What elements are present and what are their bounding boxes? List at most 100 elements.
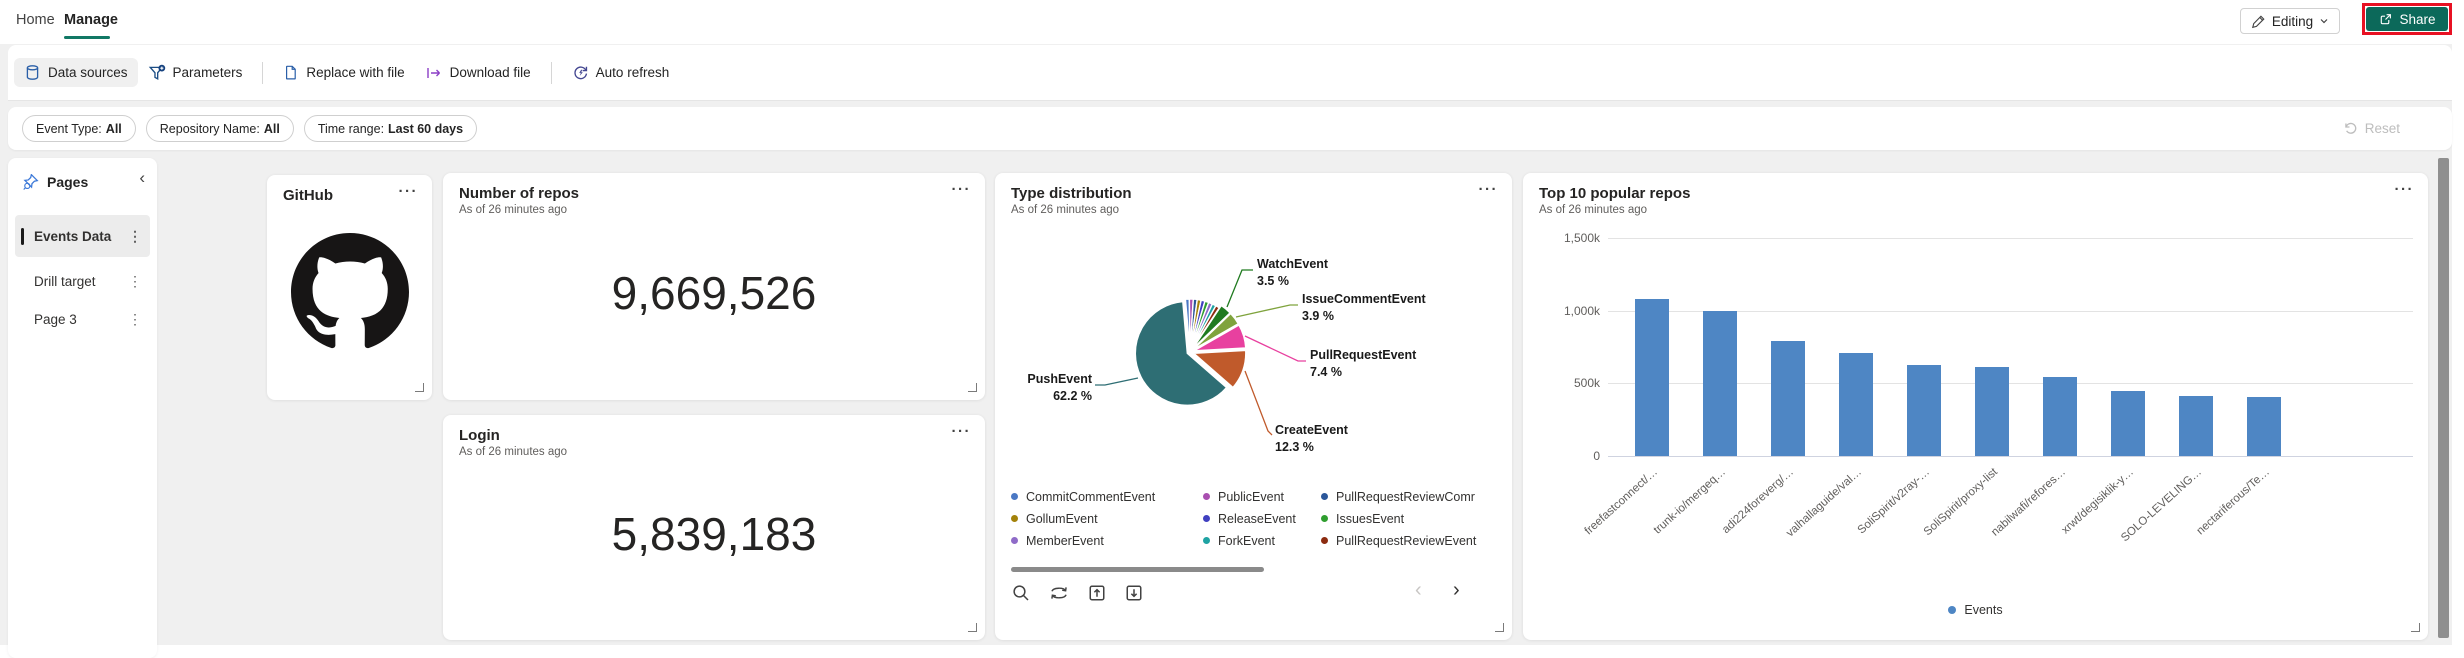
pages-panel-header: Pages ‹ xyxy=(8,168,157,194)
bar-freefastconnect/…[interactable] xyxy=(1635,299,1669,456)
legend-item-PullRequestReviewComr[interactable]: PullRequestReviewComr xyxy=(1321,488,1499,505)
annotation-highlight: Share xyxy=(2362,3,2452,35)
tab-home[interactable]: Home xyxy=(16,0,55,40)
card-refresh-timestamp: As of 26 minutes ago xyxy=(1011,204,1120,216)
page-item-label: Drill target xyxy=(34,273,96,289)
resize-handle[interactable] xyxy=(415,383,424,392)
page-options-kebab-icon[interactable]: ⋮ xyxy=(128,310,142,327)
replace-with-file-button[interactable]: Replace with file xyxy=(273,58,414,87)
pie-slice-label: CreateEvent xyxy=(1275,423,1349,437)
download-file-button[interactable]: Download file xyxy=(415,59,541,87)
filter-chip-event-type[interactable]: Event Type: All xyxy=(22,115,136,142)
page-item-drill-target[interactable]: Drill target ⋮ xyxy=(15,265,150,297)
legend-label: MemberEvent xyxy=(1026,533,1104,548)
chart-gridline xyxy=(1608,456,2413,457)
tab-manage-label: Manage xyxy=(64,12,118,28)
pie-slice-CreateEvent[interactable] xyxy=(1192,349,1247,389)
pie-slice-label: PullRequestEvent xyxy=(1310,348,1417,362)
legend-item-ReleaseEvent[interactable]: ReleaseEvent xyxy=(1203,510,1321,527)
bar-adi224foreverg/…[interactable] xyxy=(1771,341,1805,456)
editing-mode-button[interactable]: Editing xyxy=(2240,8,2340,34)
more-options-icon[interactable]: ··· xyxy=(398,183,418,200)
bar-SOLO-LEVELING…[interactable] xyxy=(2179,395,2213,456)
file-icon xyxy=(283,64,299,81)
bar-nectariferous/Te…[interactable] xyxy=(2247,397,2281,456)
page-item-page-3[interactable]: Page 3 ⋮ xyxy=(15,303,150,335)
card-title: GitHub xyxy=(283,187,333,204)
pie-slice-value: 3.9 % xyxy=(1302,309,1334,323)
bar-trunk-io/mergeq…[interactable] xyxy=(1703,310,1737,456)
more-options-icon[interactable]: ··· xyxy=(2394,181,2414,198)
type-distribution-pie-chart[interactable]: PushEvent 62.2 % CreateEvent 12.3 % PullRequ… xyxy=(995,228,1510,483)
pie-slice-PushEvent[interactable] xyxy=(1134,300,1228,406)
legend-item-GollumEvent[interactable]: GollumEvent xyxy=(1011,510,1203,527)
pie-slice-label: PushEvent xyxy=(1027,372,1092,386)
legend-item-PublicEvent[interactable]: PublicEvent xyxy=(1203,488,1321,505)
legend-item-CommitCommentEvent[interactable]: CommitCommentEvent xyxy=(1011,488,1203,505)
legend-item-MemberEvent[interactable]: MemberEvent xyxy=(1011,532,1203,549)
page-item-events-data[interactable]: Events Data ⋮ xyxy=(15,215,150,257)
page-options-kebab-icon[interactable]: ⋮ xyxy=(128,227,142,244)
bar-SoliSpirit/v2ray-…[interactable] xyxy=(1907,365,1941,456)
share-button[interactable]: Share xyxy=(2366,7,2448,31)
bar-xrwt/degisiklik-y…[interactable] xyxy=(2111,390,2145,456)
card-title: Type distribution xyxy=(1011,185,1132,202)
filter-chip-time-range[interactable]: Time range: Last 60 days xyxy=(303,115,478,142)
top-repos-bar-chart: 1,500k 1,000k 500k 0 freefastconnect/… trunk-… xyxy=(1523,173,2428,640)
top-repos-card: Top 10 popular repos As of 26 minutes ag… xyxy=(1523,173,2428,640)
pie-slice-WatchEvent[interactable] xyxy=(1191,304,1232,350)
parameters-button[interactable]: Parameters xyxy=(138,58,253,88)
resize-handle[interactable] xyxy=(968,623,977,632)
legend-color-dot xyxy=(1011,515,1018,522)
legend-item-PullRequestReviewEvent[interactable]: PullRequestReviewEvent xyxy=(1321,532,1499,549)
parameters-label: Parameters xyxy=(172,65,243,80)
page-options-kebab-icon[interactable]: ⋮ xyxy=(128,272,142,289)
pie-slice-value: 12.3 % xyxy=(1275,440,1314,454)
resize-handle[interactable] xyxy=(968,383,977,392)
promote-box-icon[interactable] xyxy=(1087,583,1107,603)
resize-handle[interactable] xyxy=(2411,623,2420,632)
legend-page-prev-icon[interactable]: ‹ xyxy=(1415,579,1422,601)
tab-manage[interactable]: Manage xyxy=(64,0,118,40)
legend-color-dot xyxy=(1203,493,1210,500)
more-options-icon[interactable]: ··· xyxy=(951,181,971,198)
pie-slice-IssueCommentEvent[interactable] xyxy=(1192,312,1240,351)
collapse-panel-icon[interactable]: ‹ xyxy=(139,168,145,187)
data-sources-label: Data sources xyxy=(48,65,128,80)
page-scrollbar[interactable] xyxy=(2436,150,2452,645)
bar-chart-legend[interactable]: Events xyxy=(1523,603,2428,617)
card-title: Top 10 popular repos xyxy=(1539,185,1691,202)
y-axis-tick-label: 1,000k xyxy=(1563,303,1600,318)
reset-filters-button[interactable]: Reset xyxy=(2343,121,2400,136)
bar-nabilwafi/refores…[interactable] xyxy=(2043,376,2077,456)
legend-scrollbar[interactable] xyxy=(1011,567,1264,572)
legend-item-IssuesEvent[interactable]: IssuesEvent xyxy=(1321,510,1499,527)
resize-handle[interactable] xyxy=(1495,623,1504,632)
swap-arrows-icon[interactable] xyxy=(1048,583,1070,603)
pie-callout-line xyxy=(1244,370,1273,436)
more-options-icon[interactable]: ··· xyxy=(951,423,971,440)
bar-valhallaguide/val…[interactable] xyxy=(1839,352,1873,456)
scrollbar-thumb[interactable] xyxy=(2438,158,2449,638)
more-options-icon[interactable]: ··· xyxy=(1478,181,1498,198)
chart-gridline xyxy=(1608,383,2413,385)
data-sources-button[interactable]: Data sources xyxy=(14,58,138,87)
share-label: Share xyxy=(2399,11,2436,27)
pie-callout-line xyxy=(1244,335,1306,362)
legend-page-next-icon[interactable]: › xyxy=(1453,579,1460,601)
demote-box-icon[interactable] xyxy=(1124,583,1144,603)
pie-slice-label: IssueCommentEvent xyxy=(1302,292,1426,306)
legend-color-dot xyxy=(1011,537,1018,544)
auto-refresh-button[interactable]: Auto refresh xyxy=(562,58,680,87)
search-icon[interactable] xyxy=(1011,583,1031,603)
filter-chip-repository-name[interactable]: Repository Name: All xyxy=(145,115,294,142)
legend-label: Events xyxy=(1964,603,2003,617)
pie-slice-value: 62.2 % xyxy=(1053,389,1092,403)
legend-color-dot xyxy=(1321,493,1328,500)
github-logo xyxy=(291,233,409,356)
legend-item-ForkEvent[interactable]: ForkEvent xyxy=(1203,532,1321,549)
bar-SoliSpirit/proxy-list[interactable] xyxy=(1975,367,2009,456)
reset-label: Reset xyxy=(2364,121,2400,136)
pages-panel-title: Pages xyxy=(47,174,89,190)
pie-slice-PullRequestEvent[interactable] xyxy=(1193,324,1247,352)
